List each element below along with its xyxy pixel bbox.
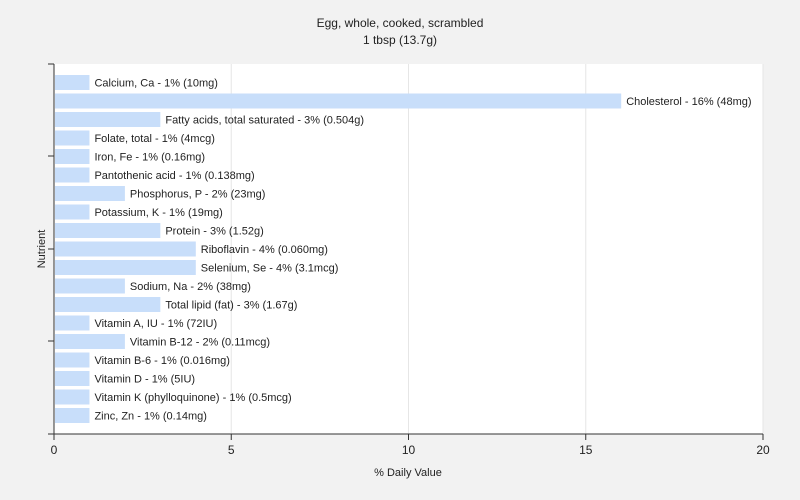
bars-group: Calcium, Ca - 1% (10mg) Cholesterol - 16%… [55,75,752,423]
bar-label: Phosphorus, P - 2% (23mg) [130,189,266,201]
bar-label: Cholesterol - 16% (48mg) [626,96,751,108]
bar [55,278,125,294]
bar-label: Total lipid (fat) - 3% (1.67g) [165,300,297,312]
bar-label: Iron, Fe - 1% (0.16mg) [94,152,205,164]
bar-label: Selenium, Se - 4% (3.1mcg) [201,263,339,275]
bar [55,93,622,109]
x-tick-label: 10 [402,443,416,457]
bar [55,297,161,312]
bar [55,186,125,201]
bar [55,167,90,183]
bar-label: Vitamin A, IU - 1% (72IU) [94,318,217,330]
x-tick-label: 5 [228,443,235,457]
x-axis-label: % Daily Value [374,467,442,479]
bar-label: Vitamin D - 1% (5IU) [94,374,195,386]
y-axis-label: Nutrient [36,230,48,269]
bar [55,260,196,275]
bar-label: Pantothenic acid - 1% (0.138mg) [94,170,254,182]
bar [55,389,90,405]
bar [55,334,125,349]
gridlines [230,64,764,434]
bar-label: Vitamin B-12 - 2% (0.11mcg) [130,337,270,349]
bar-label: Protein - 3% (1.52g) [165,226,263,238]
bar-label: Riboflavin - 4% (0.060mg) [201,244,328,256]
bar [55,149,90,164]
bar [55,204,90,220]
bar-label: Sodium, Na - 2% (38mg) [130,281,251,293]
bar [55,408,90,423]
bar-label: Calcium, Ca - 1% (10mg) [94,78,217,90]
bar [55,352,90,368]
x-tick-label: 15 [579,443,593,457]
bar-label: Vitamin K (phylloquinone) - 1% (0.5mcg) [94,392,291,404]
bar [55,112,161,127]
bar-label: Zinc, Zn - 1% (0.14mg) [94,411,206,423]
bar-label: Vitamin B-6 - 1% (0.016mg) [94,355,230,367]
x-tick-label: 0 [51,443,58,457]
chart-title: Egg, whole, cooked, scrambled [317,16,484,30]
bar-label: Potassium, K - 1% (19mg) [94,207,222,219]
bar [55,371,90,386]
chart-subtitle: 1 tbsp (13.7g) [363,33,437,47]
bar-label: Folate, total - 1% (4mcg) [94,133,214,145]
bar [55,223,161,238]
bar [55,75,90,90]
x-axis-ticks: 0 5 10 15 20 [51,434,770,457]
x-tick-label: 20 [756,443,770,457]
bar [55,241,196,257]
bar [55,315,90,331]
bar [55,130,90,146]
bar-label: Fatty acids, total saturated - 3% (0.504… [165,115,364,127]
